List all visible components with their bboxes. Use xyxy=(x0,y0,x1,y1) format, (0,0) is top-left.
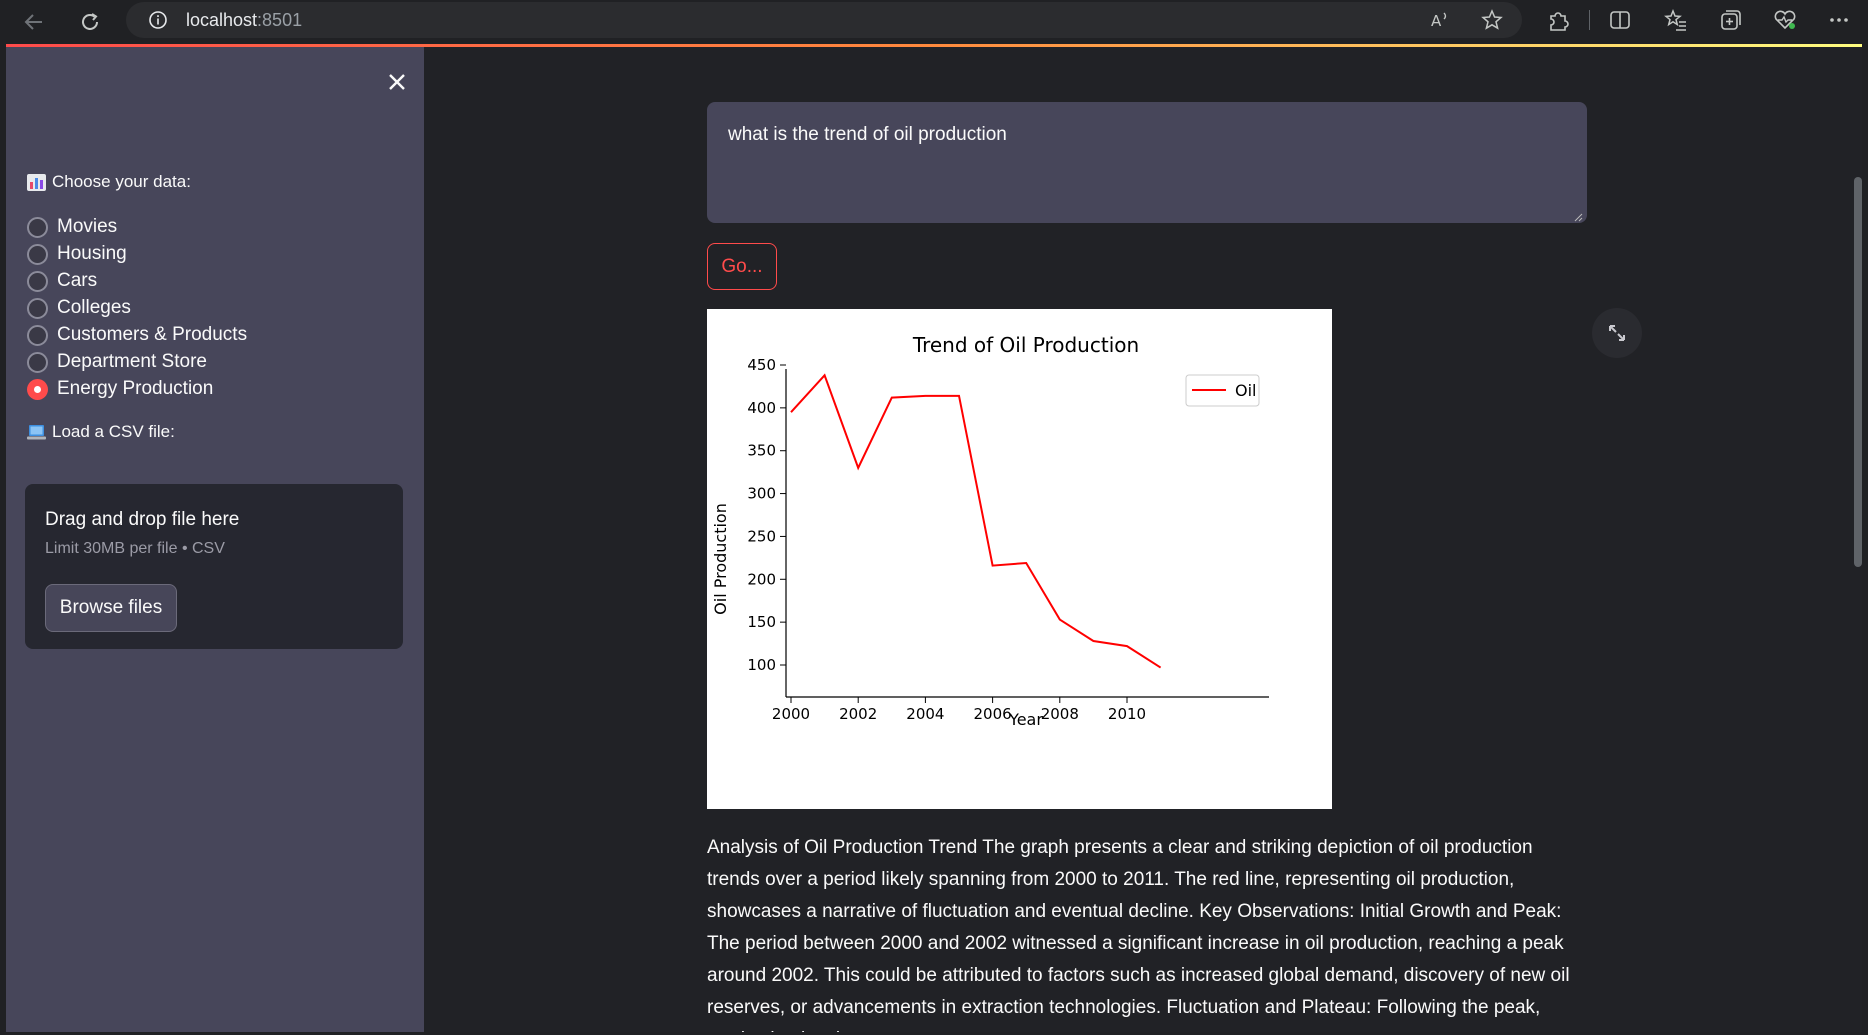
main-content: what is the trend of oil production Go..… xyxy=(424,47,1862,1032)
analysis-text: Analysis of Oil Production Trend The gra… xyxy=(707,837,1570,1032)
reload-icon[interactable] xyxy=(74,6,106,38)
favorite-star-icon[interactable] xyxy=(1481,9,1503,31)
url-text: localhost:8501 xyxy=(186,10,303,30)
header-decoration xyxy=(6,44,1862,47)
y-tick-label: 200 xyxy=(747,570,776,588)
dropzone-limit: Limit 30MB per file • CSV xyxy=(45,540,225,557)
address-bar[interactable]: localhost:8501 A xyxy=(126,2,1522,38)
more-menu-icon[interactable] xyxy=(1826,7,1852,33)
y-tick-label: 100 xyxy=(747,656,776,674)
x-tick-label: 2000 xyxy=(772,705,810,723)
radio-option-label: Customers & Products xyxy=(57,324,248,345)
series-line-oil xyxy=(790,373,1162,669)
browse-files-button[interactable]: Browse files xyxy=(45,584,177,632)
file-dropzone[interactable]: Drag and drop file here Limit 30MB per f… xyxy=(25,484,403,649)
favorites-icon[interactable] xyxy=(1663,7,1689,33)
x-tick-label: 2004 xyxy=(906,705,944,723)
y-tick-label: 450 xyxy=(747,356,776,374)
radio-unselected-icon[interactable] xyxy=(27,270,48,292)
y-tick-label: 150 xyxy=(747,613,776,631)
collections-icon[interactable] xyxy=(1718,7,1744,33)
radio-option-label: Movies xyxy=(57,216,118,237)
browser-essentials-icon[interactable] xyxy=(1772,7,1798,33)
chart-title: Trend of Oil Production xyxy=(912,333,1139,357)
radio-option-label: Housing xyxy=(57,243,127,264)
x-tick-label: 2010 xyxy=(1108,705,1146,723)
site-info-icon[interactable] xyxy=(148,10,168,30)
x-ticks: 2000 2002 2004 2006 2008 2010 xyxy=(772,697,1146,723)
y-tick-label: 300 xyxy=(747,485,776,503)
radio-option-label: Energy Production xyxy=(57,378,214,399)
radio-unselected-icon[interactable] xyxy=(27,216,48,238)
x-tick-label: 2008 xyxy=(1041,705,1079,723)
fullscreen-button[interactable] xyxy=(1592,308,1642,358)
radio-unselected-icon[interactable] xyxy=(27,243,48,265)
y-ticks: 100 150 200 250 300 350 400 450 xyxy=(747,356,786,674)
split-screen-icon[interactable] xyxy=(1607,7,1633,33)
svg-text:A: A xyxy=(1431,12,1442,30)
back-icon[interactable] xyxy=(18,6,50,38)
radio-option-energy-production[interactable]: Energy Production xyxy=(27,375,213,403)
x-tick-label: 2002 xyxy=(839,705,877,723)
browser-toolbar: localhost:8501 A xyxy=(0,0,1868,44)
series-lines xyxy=(790,373,1162,669)
radio-option-label: Colleges xyxy=(57,297,131,318)
radio-option-cars[interactable]: Cars xyxy=(27,267,97,295)
radio-unselected-icon[interactable] xyxy=(27,324,48,346)
extensions-icon[interactable] xyxy=(1545,7,1571,33)
load-csv-label: Load a CSV file: xyxy=(27,422,175,442)
sidebar: Choose your data: Movies Housing Cars Colle… xyxy=(6,47,424,1032)
app-page: Choose your data: Movies Housing Cars Colle… xyxy=(6,44,1862,1032)
radio-selected-icon[interactable] xyxy=(27,378,48,400)
radio-option-customers-products[interactable]: Customers & Products xyxy=(27,321,247,349)
expand-icon xyxy=(1609,325,1625,341)
go-button[interactable]: Go... xyxy=(707,243,777,290)
legend: Oil xyxy=(1185,374,1260,407)
y-tick-label: 400 xyxy=(747,399,776,417)
y-tick-label: 250 xyxy=(747,527,776,545)
radio-option-movies[interactable]: Movies xyxy=(27,213,117,241)
choose-data-label: Choose your data: xyxy=(27,172,191,192)
y-tick-label: 350 xyxy=(747,442,776,460)
radio-option-label: Cars xyxy=(57,270,98,291)
question-textarea[interactable]: what is the trend of oil production xyxy=(707,102,1587,223)
x-axis-label: Year xyxy=(1008,710,1043,729)
radio-unselected-icon[interactable] xyxy=(27,297,48,319)
resize-grip-icon[interactable] xyxy=(1573,209,1583,222)
close-sidebar-icon[interactable] xyxy=(384,69,410,95)
bar-chart-icon xyxy=(27,173,46,191)
x-tick-label: 2006 xyxy=(974,705,1012,723)
read-aloud-icon[interactable]: A xyxy=(1429,9,1451,31)
chart-figure: Trend of Oil Production Oil Production Y… xyxy=(707,309,1332,809)
laptop-icon xyxy=(27,424,46,441)
radio-option-housing[interactable]: Housing xyxy=(27,240,127,268)
radio-option-colleges[interactable]: Colleges xyxy=(27,294,131,322)
y-axis-label: Oil Production xyxy=(711,503,730,615)
dropzone-title: Drag and drop file here xyxy=(45,509,240,530)
radio-option-department-store[interactable]: Department Store xyxy=(27,348,207,376)
line-chart: Trend of Oil Production Oil Production Y… xyxy=(711,333,1269,729)
legend-label: Oil xyxy=(1235,381,1256,400)
radio-option-label: Department Store xyxy=(57,351,207,372)
radio-unselected-icon[interactable] xyxy=(27,351,48,373)
toolbar-separator xyxy=(1589,10,1590,30)
page-scrollbar[interactable] xyxy=(1854,177,1862,567)
